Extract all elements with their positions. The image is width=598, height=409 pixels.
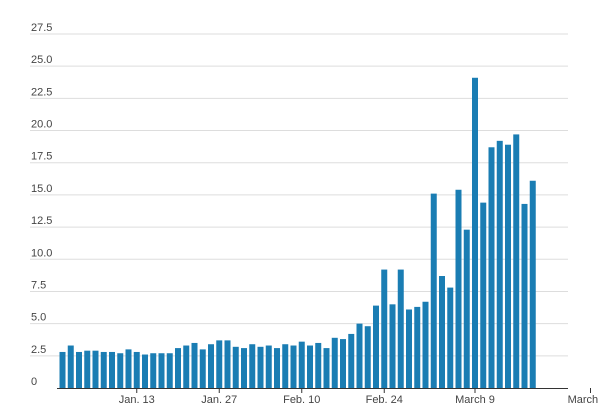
y-axis-tick-labels: 0 2.5 5.0 7.5 10.0 12.5 15.0 17.5 20.0 22.5 25.0 27… [31,22,52,388]
bar [496,140,503,388]
y-tick-label: 27.5 [31,22,52,34]
bar [364,326,371,388]
bar [117,353,124,388]
bar [257,346,264,388]
y-tick-label: 17.5 [31,151,52,163]
bar [232,346,239,388]
y-tick-label: 5.0 [31,312,46,324]
bar [183,345,190,388]
bar [158,353,165,388]
bar [216,340,223,388]
bar [529,180,536,388]
bar [125,349,132,388]
bar [381,269,388,388]
bar [397,269,404,388]
bar [488,147,495,388]
bar [414,306,421,388]
bar [59,351,66,388]
bar [323,348,330,388]
x-tick-label: March 9 [455,394,495,406]
y-tick-label: 0 [31,376,37,388]
bar [348,333,355,388]
bar [142,354,148,388]
y-tick-label: 2.5 [31,344,46,356]
bar [331,337,338,388]
bar [455,189,462,388]
bar [356,323,363,388]
bar [521,203,528,388]
bar [241,348,247,388]
bar [513,134,520,388]
x-tick-label: March 23 [568,394,598,406]
gridlines [30,33,568,357]
bar [133,351,140,388]
bar [84,350,91,388]
y-tick-label: 20.0 [31,119,52,131]
bar [191,342,198,388]
x-tick-label: Jan. 27 [201,394,237,406]
bar [290,345,297,388]
bar [430,193,437,388]
bar [100,351,107,388]
x-tick-label: Feb. 10 [283,394,320,406]
x-axis-ticks: Jan. 13 Jan. 27 Feb. 10 Feb. 24 March 9 March… [119,388,598,406]
bar [480,202,487,388]
y-tick-label: 25.0 [31,54,52,66]
bar [340,339,346,388]
bar [307,345,313,388]
y-tick-label: 22.5 [31,86,52,98]
bar [373,305,379,388]
bar [150,353,157,388]
bar [389,304,396,388]
y-tick-label: 10.0 [31,247,52,259]
bar [472,77,478,389]
bar [199,349,206,388]
bar [298,341,305,388]
y-tick-label: 15.0 [31,183,52,195]
bar [166,353,173,388]
bar [92,350,99,388]
bar [265,345,272,388]
bar [406,309,412,388]
y-tick-label: 12.5 [31,215,52,227]
bar [447,287,454,388]
y-tick-label: 7.5 [31,279,46,291]
bar [76,351,82,388]
bar [315,342,322,388]
bar [175,348,181,388]
bar [208,344,214,388]
bar [224,340,231,388]
bar [249,344,256,388]
bar-series [59,77,536,389]
bar [505,144,511,388]
bar [109,351,115,388]
bar [67,345,74,388]
bar [282,344,289,388]
bar [422,301,429,388]
x-tick-label: Feb. 24 [366,394,403,406]
x-tick-label: Jan. 13 [119,394,155,406]
bar [463,229,470,388]
bar [439,276,445,388]
bar [274,348,280,388]
